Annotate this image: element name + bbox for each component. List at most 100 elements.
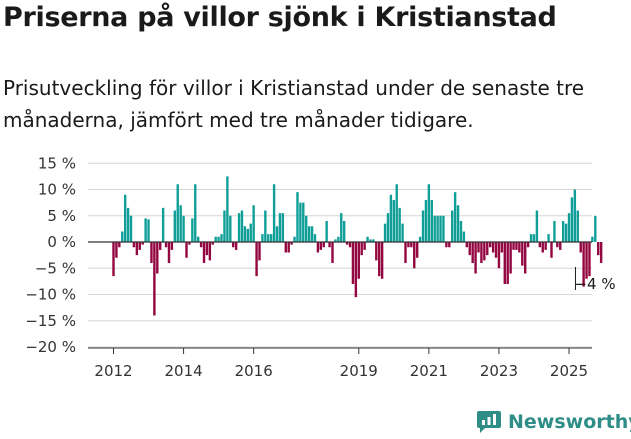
bar	[445, 242, 448, 248]
bar	[299, 202, 302, 243]
bar	[293, 236, 296, 242]
bar	[249, 223, 252, 243]
bar	[170, 242, 174, 250]
bar	[226, 176, 229, 243]
bar	[599, 242, 603, 263]
bar	[594, 215, 597, 242]
bar	[234, 242, 238, 250]
bar	[471, 242, 474, 263]
bar	[305, 215, 308, 242]
bar	[281, 213, 285, 243]
bar	[506, 242, 509, 284]
bar	[348, 242, 352, 248]
bar	[278, 213, 282, 243]
bar	[340, 213, 343, 243]
bar	[553, 221, 556, 242]
y-tick-label: −15 %	[25, 312, 76, 330]
bar	[307, 226, 311, 242]
bar	[161, 207, 165, 243]
bar	[576, 210, 579, 242]
bar	[561, 221, 565, 242]
bar	[287, 242, 290, 253]
bar	[579, 242, 582, 253]
bar	[167, 242, 171, 263]
bar	[132, 242, 136, 248]
x-tick-label: 2025	[550, 362, 588, 380]
bar	[121, 231, 124, 242]
bar	[296, 192, 299, 243]
bar	[269, 234, 273, 243]
bar	[243, 226, 247, 242]
bar	[179, 205, 182, 242]
bar	[500, 242, 504, 253]
bar	[258, 242, 261, 261]
bar	[284, 242, 287, 253]
bar	[524, 242, 527, 274]
bar	[302, 202, 305, 243]
bar	[559, 242, 562, 250]
bar	[459, 221, 463, 242]
bar	[591, 236, 594, 242]
bar	[486, 242, 489, 256]
y-tick-label: −10 %	[25, 286, 76, 304]
bar	[421, 210, 425, 242]
bar	[310, 226, 314, 242]
bar	[331, 242, 334, 263]
bar	[375, 242, 378, 261]
bar	[334, 239, 337, 243]
bar	[223, 210, 226, 242]
bar	[567, 213, 571, 243]
bar	[217, 236, 220, 242]
bar	[261, 234, 264, 243]
bar	[410, 242, 413, 248]
bar	[351, 242, 355, 284]
bar	[316, 242, 320, 253]
bar	[363, 242, 366, 250]
bar	[398, 207, 401, 243]
bar	[176, 184, 179, 242]
bar	[123, 194, 127, 242]
bar	[255, 242, 258, 277]
x-tick-label: 2023	[480, 362, 518, 380]
bar	[272, 184, 276, 242]
bar	[275, 226, 279, 242]
annotation: −4 %	[574, 267, 616, 293]
bar	[290, 242, 293, 245]
annotation-label: −4 %	[574, 275, 615, 293]
x-tick-label: 2021	[410, 362, 448, 380]
bar	[147, 219, 150, 242]
bar	[456, 205, 460, 242]
bar	[156, 242, 159, 274]
bar	[474, 242, 477, 274]
bar	[465, 242, 469, 248]
bar	[153, 242, 156, 316]
bar	[380, 242, 384, 279]
bar	[395, 184, 398, 242]
y-tick-label: −20 %	[25, 338, 76, 356]
bar	[164, 242, 168, 248]
bar	[582, 242, 585, 287]
y-tick-label: 15 %	[38, 154, 76, 172]
bar	[173, 210, 177, 242]
bar	[366, 236, 369, 242]
grid-lines	[88, 162, 592, 348]
bar	[518, 242, 521, 253]
bar	[424, 200, 428, 242]
bar	[232, 242, 235, 248]
bar	[483, 242, 486, 261]
y-tick-label: 10 %	[38, 181, 76, 199]
bar	[415, 242, 419, 258]
bar	[503, 242, 506, 284]
bar	[135, 242, 139, 256]
y-tick-label: 5 %	[47, 207, 76, 225]
bar-chart: 15 %10 %5 %0 %−5 %−10 %−15 %−20 % 2012 20…	[25, 154, 616, 380]
bar	[383, 223, 387, 243]
bar	[205, 242, 209, 256]
bar	[521, 242, 524, 266]
bar	[319, 242, 323, 250]
bar	[532, 234, 536, 243]
bar	[386, 213, 390, 243]
bar	[509, 242, 512, 274]
bar	[267, 234, 270, 243]
bar	[357, 242, 360, 279]
